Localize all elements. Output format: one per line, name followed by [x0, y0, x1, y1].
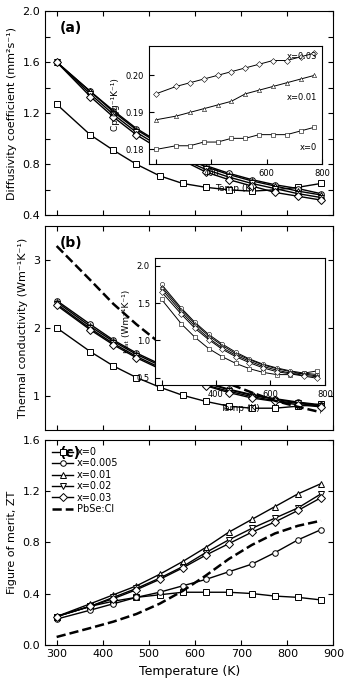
- Y-axis label: Diffusivity coefficient (mm²s⁻¹): Diffusivity coefficient (mm²s⁻¹): [7, 27, 17, 199]
- Text: (c): (c): [60, 447, 80, 460]
- Text: (b): (b): [60, 236, 82, 250]
- Legend: x=0, x=0.005, x=0.01, x=0.02, x=0.03, PbSe:Cl: x=0, x=0.005, x=0.01, x=0.02, x=0.03, Pb…: [50, 445, 121, 516]
- X-axis label: Temperature (K): Temperature (K): [139, 665, 240, 678]
- Text: (a): (a): [60, 21, 82, 35]
- Y-axis label: Thermal conductivity (Wm⁻¹K⁻¹): Thermal conductivity (Wm⁻¹K⁻¹): [18, 238, 28, 418]
- Y-axis label: Figure of merit, ZT: Figure of merit, ZT: [7, 490, 17, 594]
